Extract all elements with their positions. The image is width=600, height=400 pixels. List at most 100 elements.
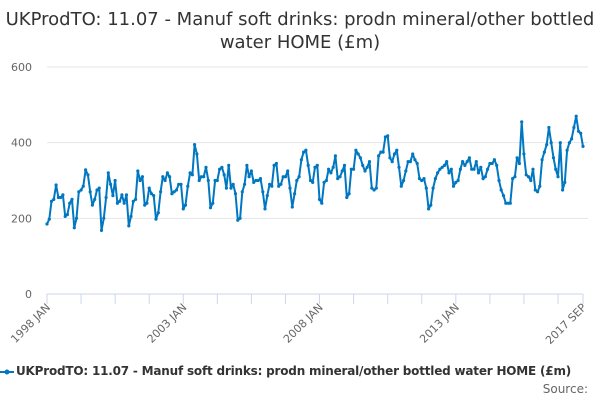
data-point[interactable]: [370, 186, 374, 190]
data-point[interactable]: [551, 156, 556, 160]
data-point[interactable]: [392, 152, 397, 156]
data-point[interactable]: [372, 188, 376, 192]
data-point[interactable]: [517, 161, 522, 166]
data-point[interactable]: [247, 175, 251, 179]
data-point[interactable]: [386, 134, 390, 138]
data-point[interactable]: [263, 207, 267, 211]
data-point[interactable]: [143, 203, 147, 207]
data-point[interactable]: [229, 186, 233, 190]
data-point[interactable]: [197, 178, 201, 183]
legend-item[interactable]: UKProdTO: 11.07 - Manuf soft drinks: pro…: [0, 364, 571, 378]
data-point[interactable]: [188, 171, 192, 175]
data-point[interactable]: [95, 188, 99, 192]
data-point[interactable]: [68, 201, 72, 205]
data-point[interactable]: [252, 180, 256, 184]
data-point[interactable]: [170, 192, 174, 196]
data-point[interactable]: [297, 175, 301, 179]
data-point[interactable]: [320, 201, 324, 205]
data-point[interactable]: [261, 190, 265, 194]
data-point[interactable]: [86, 173, 90, 177]
data-point[interactable]: [463, 163, 467, 167]
data-point[interactable]: [174, 188, 179, 192]
data-point[interactable]: [168, 175, 172, 179]
data-point[interactable]: [115, 201, 119, 205]
data-point[interactable]: [120, 193, 124, 197]
data-point[interactable]: [270, 184, 274, 188]
data-point[interactable]: [436, 171, 440, 175]
data-point[interactable]: [131, 199, 135, 203]
data-point[interactable]: [274, 161, 278, 166]
data-point[interactable]: [293, 192, 297, 196]
data-point[interactable]: [526, 175, 531, 179]
data-point[interactable]: [549, 141, 553, 145]
data-point[interactable]: [315, 163, 319, 167]
data-point[interactable]: [465, 160, 469, 164]
data-point[interactable]: [106, 171, 110, 175]
data-point[interactable]: [97, 186, 101, 190]
data-point[interactable]: [52, 197, 56, 201]
data-point[interactable]: [45, 222, 49, 226]
data-point[interactable]: [513, 175, 517, 179]
data-point[interactable]: [281, 175, 285, 179]
data-point[interactable]: [190, 173, 194, 177]
data-point[interactable]: [542, 150, 547, 154]
data-point[interactable]: [536, 190, 540, 194]
data-point[interactable]: [440, 165, 444, 169]
data-point[interactable]: [327, 167, 331, 171]
data-point[interactable]: [454, 180, 458, 184]
data-point[interactable]: [333, 154, 337, 158]
data-point[interactable]: [74, 216, 79, 220]
data-point[interactable]: [304, 148, 308, 152]
data-point[interactable]: [488, 161, 492, 166]
data-point[interactable]: [299, 158, 303, 162]
data-point[interactable]: [243, 182, 247, 186]
data-point[interactable]: [367, 160, 372, 164]
data-point[interactable]: [111, 194, 115, 198]
data-point[interactable]: [402, 178, 406, 183]
data-point[interactable]: [336, 177, 340, 181]
data-point[interactable]: [365, 165, 369, 169]
data-point[interactable]: [558, 141, 562, 145]
data-point[interactable]: [361, 163, 365, 167]
data-point[interactable]: [483, 175, 487, 179]
data-point[interactable]: [479, 165, 483, 169]
data-point[interactable]: [565, 148, 569, 152]
data-point[interactable]: [363, 169, 367, 173]
data-point[interactable]: [379, 150, 383, 154]
data-point[interactable]: [147, 186, 151, 190]
data-point[interactable]: [377, 154, 381, 158]
data-point[interactable]: [204, 165, 208, 169]
data-point[interactable]: [236, 218, 240, 222]
data-point[interactable]: [538, 184, 542, 188]
data-point[interactable]: [561, 188, 565, 192]
data-point[interactable]: [279, 182, 283, 186]
data-point[interactable]: [554, 167, 558, 171]
data-point[interactable]: [356, 152, 360, 156]
data-point[interactable]: [427, 207, 431, 211]
data-point[interactable]: [265, 194, 269, 198]
data-point[interactable]: [163, 178, 167, 183]
data-point[interactable]: [470, 167, 474, 171]
data-point[interactable]: [122, 201, 126, 205]
data-point[interactable]: [533, 188, 537, 192]
data-point[interactable]: [70, 197, 74, 201]
data-point[interactable]: [579, 131, 583, 135]
data-point[interactable]: [576, 129, 581, 133]
data-point[interactable]: [522, 152, 526, 156]
data-point[interactable]: [388, 156, 392, 160]
data-point[interactable]: [324, 178, 328, 183]
data-point[interactable]: [481, 177, 485, 181]
data-point[interactable]: [449, 167, 453, 171]
data-point[interactable]: [354, 148, 358, 152]
data-point[interactable]: [306, 163, 310, 167]
data-point[interactable]: [417, 177, 422, 181]
data-point[interactable]: [451, 184, 456, 188]
data-point[interactable]: [429, 203, 433, 207]
data-point[interactable]: [77, 190, 81, 194]
data-point[interactable]: [181, 207, 185, 211]
data-point[interactable]: [563, 180, 567, 184]
data-point[interactable]: [492, 158, 496, 162]
data-point[interactable]: [329, 171, 333, 175]
data-point[interactable]: [109, 182, 113, 186]
data-point[interactable]: [431, 186, 435, 190]
